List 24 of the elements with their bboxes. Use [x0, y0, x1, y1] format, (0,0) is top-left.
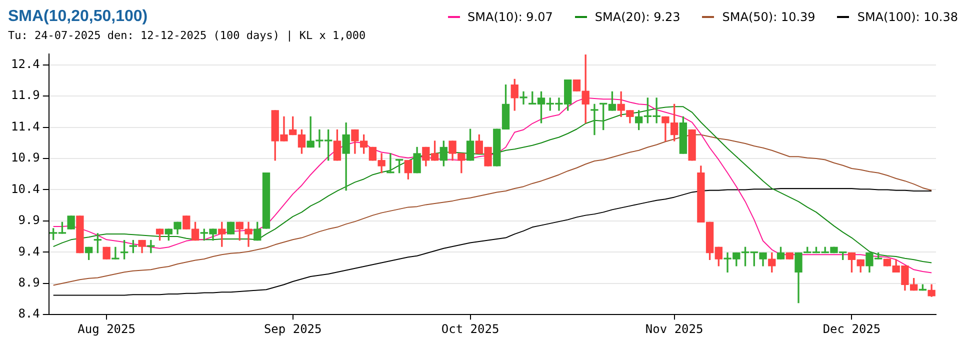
x-tick-label: Aug 2025 — [78, 322, 136, 336]
chart-subtitle: Tu: 24-07-2025 den: 12-12-2025 (100 days) | KL x 1,000 — [8, 28, 367, 44]
legend-label: SMA(100): 10.38 — [857, 10, 958, 24]
x-tick-label: Oct 2025 — [441, 322, 500, 336]
y-tick-label: 10.4 — [10, 182, 40, 196]
legend-label: SMA(50): 10.39 — [722, 10, 816, 24]
chart-title: SMA(10,20,50,100) — [8, 8, 148, 26]
legend-label: SMA(10): 9.07 — [468, 10, 553, 24]
legend-label: SMA(20): 9.23 — [594, 10, 680, 24]
candlestick — [112, 246, 120, 260]
candlestick — [520, 91, 528, 104]
y-tick-label: 8.4 — [18, 306, 40, 321]
y-tick-label: 9.4 — [18, 244, 40, 258]
y-tick-label: 10.9 — [10, 150, 40, 165]
y-tick-label: 12.4 — [10, 56, 40, 71]
y-tick-label: 9.9 — [18, 213, 40, 228]
y-tick-label: 11.9 — [10, 88, 40, 102]
y-tick-label: 8.9 — [18, 276, 40, 290]
x-tick-label: Dec 2025 — [822, 322, 881, 336]
x-tick-label: Sep 2025 — [264, 322, 322, 336]
x-tick-label: Nov 2025 — [645, 322, 704, 336]
candlestick — [590, 104, 598, 136]
candlestick — [386, 153, 394, 174]
y-tick-label: 11.4 — [10, 119, 40, 134]
